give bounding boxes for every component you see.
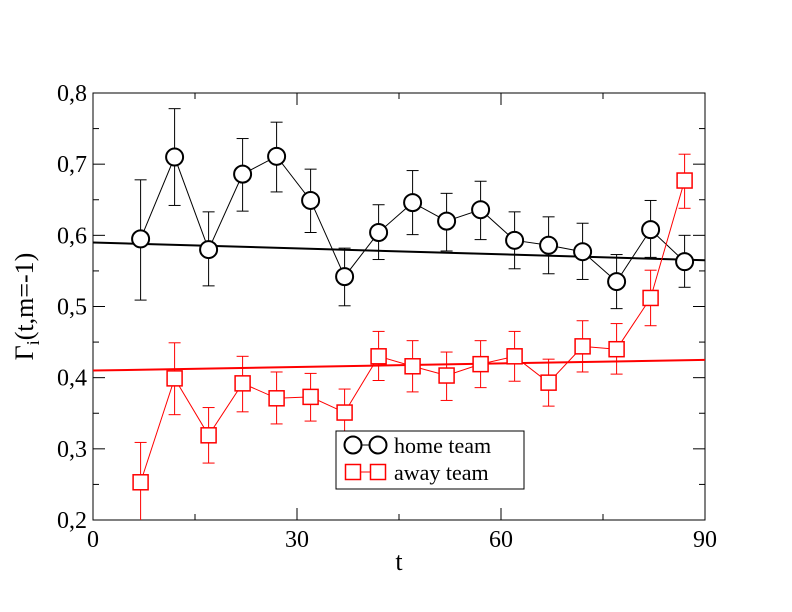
data-point-circle [335,267,355,287]
data-point-square [642,289,659,307]
fit-line [92,241,706,262]
data-point-circle [573,242,593,262]
data-point-square [676,172,693,189]
axis-tick-labels: 0 30 60 90 0,2 0,3 0,4 0,5 0,6 0,7 0,8 [57,81,717,553]
data-point-square [200,427,217,444]
y-tick-label: 0,8 [57,81,87,107]
x-axis-label: t [395,547,403,576]
data-point-circle [641,220,661,240]
y-tick-label: 0,2 [57,508,87,534]
data-point-circle [165,147,185,167]
x-tick-label: 60 [489,527,513,553]
data-point-square [506,348,523,365]
data-point-circle [199,240,219,260]
data-point-square [404,358,421,375]
axis-ticks [92,92,706,521]
legend-away-marker [369,463,387,481]
legend-box [335,430,525,490]
data-point-circle [539,235,559,255]
data-point-circle [505,230,525,250]
data-point-circle [437,211,457,231]
legend-home-label: home team [394,433,491,458]
legend-away-marker [344,463,362,481]
y-axis-label-subscript: i [23,340,43,345]
y-tick-label: 0,7 [57,152,87,178]
legend-away-label: away team [394,460,489,485]
data-point-circle [471,200,491,220]
data-point-square [268,390,285,407]
data-point-square [132,474,149,491]
x-tick-label: 90 [693,527,717,553]
data-point-circle [369,222,389,242]
data-point-square [608,340,625,358]
x-tick-label: 0 [87,527,99,553]
data-point-circle [233,164,253,184]
y-tick-label: 0,5 [57,295,87,321]
data-point-square [302,388,319,406]
data-point-circle [131,229,151,249]
y-tick-label: 0,4 [57,366,87,392]
data-point-circle [403,193,423,213]
legend-home-marker [368,435,388,455]
data-point-circle [607,272,627,292]
data-point-square [438,367,455,384]
data-markers [131,146,695,491]
y-axis-label: Γi(t,m=-1) [10,253,43,361]
legend: home team away team [335,430,525,490]
data-point-circle [301,190,321,210]
data-point-square [336,404,353,421]
data-point-square [370,348,387,365]
data-point-circle [675,252,695,272]
data-point-circle [267,146,287,166]
data-point-square [540,374,557,391]
legend-item-away-team: away team [344,460,489,485]
y-axis-label-rest: (t,m=-1) [10,253,39,341]
fit-line [92,358,706,372]
y-tick-label: 0,3 [57,437,87,463]
y-axis-label-main: Γ [10,345,39,360]
data-point-square [234,375,251,392]
data-point-square [472,355,489,373]
legend-home-marker [343,435,363,455]
y-tick-label: 0,6 [57,223,87,249]
x-tick-label: 30 [285,527,309,553]
data-point-square [574,338,591,355]
data-point-square [166,370,183,387]
legend-item-home-team: home team [343,433,491,458]
fit-lines [92,241,706,372]
